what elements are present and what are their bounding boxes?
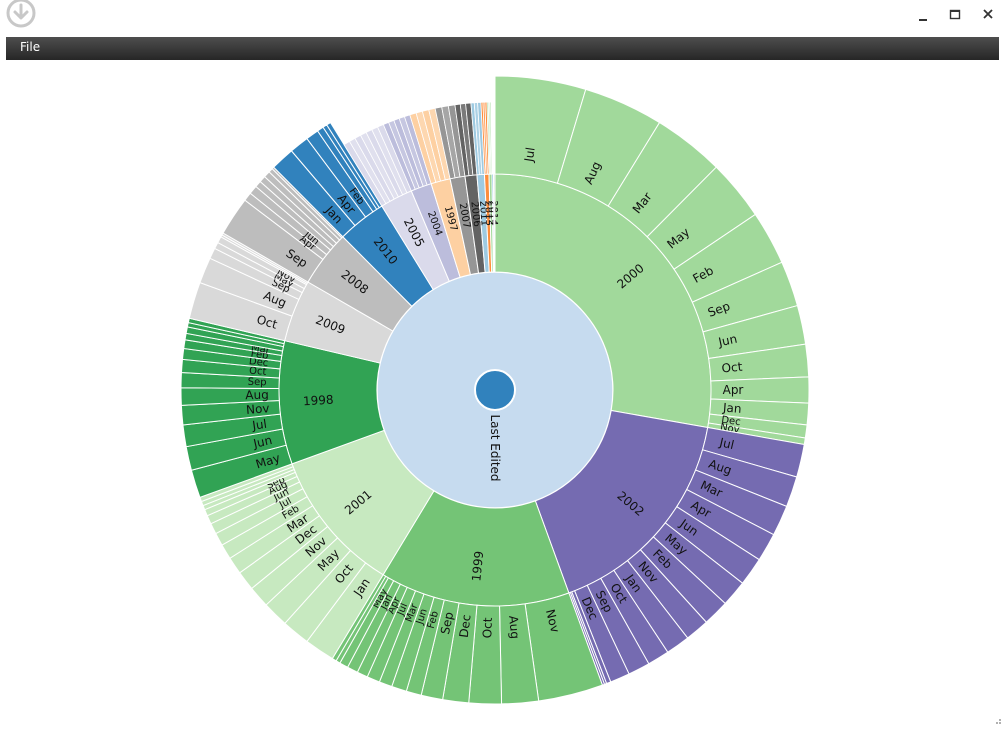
month-label: Oct: [721, 360, 743, 376]
month-label: Jun: [251, 433, 273, 451]
minimize-icon[interactable]: [911, 4, 935, 26]
year-label-2012: 2012: [486, 200, 498, 226]
year-label-1999: 1999: [469, 550, 486, 582]
year-label-1998: 1998: [303, 393, 334, 409]
month-label: Jan: [722, 400, 743, 415]
month-label: Jun: [716, 332, 738, 350]
title-bar: [0, 0, 1006, 36]
month-arc[interactable]: [493, 101, 496, 175]
month-label: Oct: [255, 312, 279, 331]
year-label-2007: 2007: [457, 202, 472, 229]
month-label: Oct: [249, 366, 267, 378]
file-menu[interactable]: File: [20, 40, 41, 54]
month-label: Aug: [506, 615, 522, 639]
month-label: Apr: [723, 383, 744, 397]
download-circle-icon: [4, 0, 38, 30]
month-label: Sep: [438, 611, 456, 636]
menu-bar: File: [6, 37, 999, 60]
month-label: Aug: [245, 388, 269, 402]
month-label: Oct: [480, 617, 495, 638]
month-label: Nov: [246, 401, 270, 417]
year-label-2014: 2014: [488, 200, 499, 226]
root-label: Last Edited: [488, 414, 502, 481]
maximize-icon[interactable]: [943, 4, 967, 26]
year-arc-misc[interactable]: [492, 173, 496, 273]
month-label: Dec: [457, 614, 474, 639]
month-label: Jul: [522, 146, 538, 163]
center-dot[interactable]: [474, 369, 516, 411]
sunburst-chart: Last Edited 2000 Jul Aug Mar May Feb Sep Jun Oct A…: [0, 60, 1006, 724]
year-label-2013: 2013: [482, 200, 494, 226]
year-label-2006: 2006: [468, 201, 482, 228]
month-label: Nov: [543, 608, 562, 634]
month-label: Feb: [426, 610, 441, 630]
close-icon[interactable]: [976, 4, 1000, 26]
resize-grip-icon[interactable]: [992, 710, 1002, 724]
month-label: Dec: [721, 415, 742, 428]
month-label: Jun: [414, 607, 430, 626]
sunburst-svg: Last Edited2000JulAugMarMayFebSepJunOctA…: [180, 75, 810, 705]
month-label: Jul: [717, 435, 735, 452]
month-label: Sep: [248, 377, 267, 389]
month-label: Jul: [250, 417, 267, 433]
